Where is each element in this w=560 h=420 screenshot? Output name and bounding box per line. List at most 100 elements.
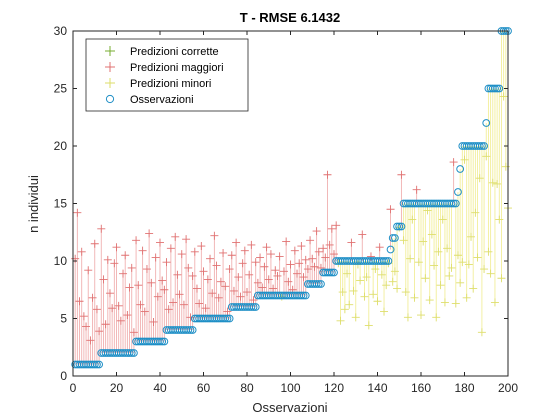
over-prediction-point	[177, 250, 186, 259]
over-prediction-point	[258, 283, 267, 292]
over-prediction-point	[201, 304, 210, 313]
over-prediction-point	[219, 248, 228, 257]
under-prediction-point	[364, 321, 373, 330]
over-prediction-point	[269, 284, 278, 293]
observation-point	[130, 349, 138, 357]
under-prediction-point	[360, 292, 369, 301]
under-prediction-point	[377, 270, 386, 279]
over-prediction-point	[293, 269, 302, 278]
over-prediction-point	[386, 205, 395, 214]
observation-point	[480, 142, 488, 150]
over-prediction-point	[412, 185, 421, 194]
observation-point	[186, 326, 195, 334]
over-prediction-point	[449, 158, 458, 167]
x-axis-label: Osservazioni	[252, 400, 327, 415]
observation-point	[297, 291, 306, 300]
observation-point	[93, 360, 101, 369]
under-prediction-point	[447, 263, 456, 272]
over-prediction-point	[162, 258, 171, 267]
under-prediction-point	[421, 274, 430, 283]
observation-point	[454, 188, 462, 196]
over-prediction-point	[375, 243, 384, 252]
y-tick-label: 30	[54, 24, 68, 38]
observation-point	[451, 199, 460, 208]
x-tick-label: 140	[367, 381, 387, 395]
observation-point	[158, 337, 167, 346]
over-prediction-point	[114, 301, 123, 310]
over-prediction-point	[160, 285, 169, 294]
over-prediction-point	[119, 269, 128, 278]
observation-point	[493, 84, 502, 93]
over-prediction-point	[125, 283, 134, 292]
under-prediction-point	[493, 179, 502, 188]
under-prediction-point	[427, 230, 436, 239]
observation-point	[449, 199, 458, 208]
over-prediction-point	[169, 298, 178, 307]
over-prediction-point	[129, 328, 138, 337]
over-prediction-point	[110, 259, 119, 268]
over-prediction-point	[214, 293, 223, 302]
over-prediction-point	[290, 246, 299, 255]
over-prediction-point	[238, 259, 247, 268]
legend-label: Predizioni minori	[130, 78, 211, 90]
observation-point	[225, 314, 234, 323]
over-prediction-point	[199, 267, 208, 276]
observation-point	[247, 303, 256, 311]
under-prediction-point	[464, 260, 473, 269]
under-prediction-point	[356, 276, 365, 285]
over-prediction-point	[203, 275, 212, 284]
over-prediction-point	[210, 231, 219, 240]
over-prediction-point	[301, 255, 310, 264]
under-prediction-point	[343, 269, 352, 278]
over-prediction-point	[236, 292, 245, 301]
over-prediction-point	[158, 276, 167, 285]
observation-point	[251, 303, 260, 311]
observation-point	[125, 349, 134, 357]
over-prediction-point	[195, 299, 204, 308]
over-prediction-point	[295, 259, 304, 268]
over-prediction-point	[234, 273, 243, 282]
observation-point	[327, 268, 336, 277]
over-prediction-point	[251, 258, 260, 267]
under-prediction-point	[390, 267, 399, 276]
x-tick-label: 40	[153, 381, 167, 395]
under-prediction-point	[373, 297, 382, 306]
over-prediction-point	[206, 254, 215, 263]
over-prediction-point	[82, 322, 91, 331]
observation-point	[301, 291, 310, 300]
over-prediction-point	[310, 262, 319, 271]
observation-point	[325, 268, 334, 277]
under-prediction-point	[458, 258, 467, 267]
over-prediction-point	[323, 170, 332, 179]
over-prediction-point	[227, 251, 236, 260]
observation-point	[395, 222, 404, 231]
over-prediction-point	[316, 263, 325, 272]
over-prediction-point	[262, 243, 271, 252]
observation-point	[223, 314, 232, 323]
over-prediction-point	[229, 286, 238, 295]
x-tick-label: 120	[324, 381, 344, 395]
over-prediction-point	[116, 316, 125, 325]
over-prediction-point	[75, 297, 84, 306]
y-tick-label: 0	[60, 369, 67, 383]
under-prediction-point	[419, 237, 428, 246]
legend-plus-marker	[105, 46, 115, 56]
over-prediction-point	[121, 251, 130, 260]
over-prediction-point	[245, 270, 254, 279]
over-prediction-point	[256, 253, 265, 262]
over-prediction-point	[182, 235, 191, 244]
over-prediction-point	[186, 313, 195, 322]
over-prediction-point	[306, 236, 315, 245]
over-prediction-point	[240, 246, 249, 255]
chart-title: T - RMSE 6.1432	[240, 10, 340, 25]
over-prediction-point	[184, 263, 193, 272]
under-prediction-point	[434, 247, 443, 256]
under-prediction-point	[440, 298, 449, 307]
under-prediction-point	[486, 269, 495, 278]
over-prediction-point	[134, 281, 143, 290]
under-prediction-point	[393, 284, 402, 293]
under-prediction-point	[453, 251, 462, 260]
under-prediction-point	[410, 293, 419, 302]
y-tick-label: 10	[54, 254, 68, 268]
under-prediction-point	[423, 206, 432, 215]
